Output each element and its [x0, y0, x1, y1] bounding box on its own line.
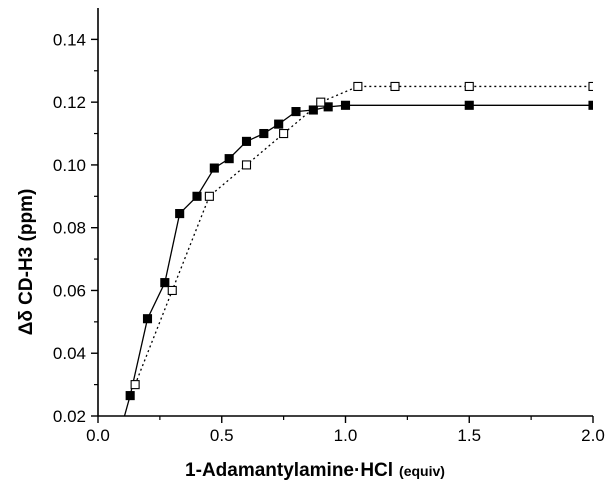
y-tick-label: 0.12 [53, 93, 86, 112]
series-2-point [464, 81, 474, 92]
x-axis-title: 1-Adamantylamine·HCl (equiv) [185, 460, 445, 481]
series-2-point [241, 160, 252, 170]
y-axis-title: Δδ CD-H3 (ppm) [16, 189, 37, 336]
y-tick-label: 0.04 [53, 344, 86, 363]
series-1-point [291, 107, 301, 117]
series-1-point [308, 105, 318, 115]
series-1-point [119, 418, 127, 426]
series-2-point [130, 380, 140, 390]
y-tick-label: 0.10 [53, 156, 86, 175]
series-1-point [274, 119, 284, 129]
x-tick-label: 0.0 [86, 426, 110, 445]
series-2-point [279, 128, 289, 139]
y-tick-label: 0.06 [53, 281, 86, 300]
series-1-point [192, 191, 202, 201]
series-2-point [390, 81, 400, 92]
series-1-point [588, 100, 593, 110]
series-1-point [323, 102, 333, 112]
series-2-point [204, 191, 214, 201]
series-1-point [224, 154, 234, 164]
y-tick-label: 0.14 [53, 30, 86, 49]
y-tick-label: 0.02 [53, 407, 86, 426]
x-tick-label: 0.5 [210, 426, 234, 445]
y-tick-label: 0.08 [53, 219, 86, 238]
series-1-point [259, 128, 269, 139]
x-tick-label: 1.0 [334, 426, 358, 445]
series-2-line [134, 85, 593, 385]
series-1-point [125, 391, 135, 401]
series-1-point [175, 209, 185, 219]
series-1-point [340, 100, 351, 110]
series-2-point [588, 81, 593, 92]
series-2-point [316, 97, 326, 107]
axes [91, 8, 594, 423]
series-1-point [464, 100, 474, 110]
series-2-point [353, 81, 363, 92]
x-tick-label: 1.5 [457, 426, 481, 445]
series-1-point [209, 163, 219, 173]
series-1-point [241, 136, 252, 146]
plot-area [119, 81, 593, 426]
series-1-line [123, 104, 593, 416]
x-tick-label: 2.0 [581, 426, 605, 445]
series-1-point [160, 278, 170, 288]
series-1-point [142, 314, 153, 324]
tick-labels: 0.0 0.5 1.0 1.5 2.0 0.02 0.04 0.06 0.08 0.10 0.12 0… [53, 30, 605, 445]
series-2-point [167, 285, 177, 296]
